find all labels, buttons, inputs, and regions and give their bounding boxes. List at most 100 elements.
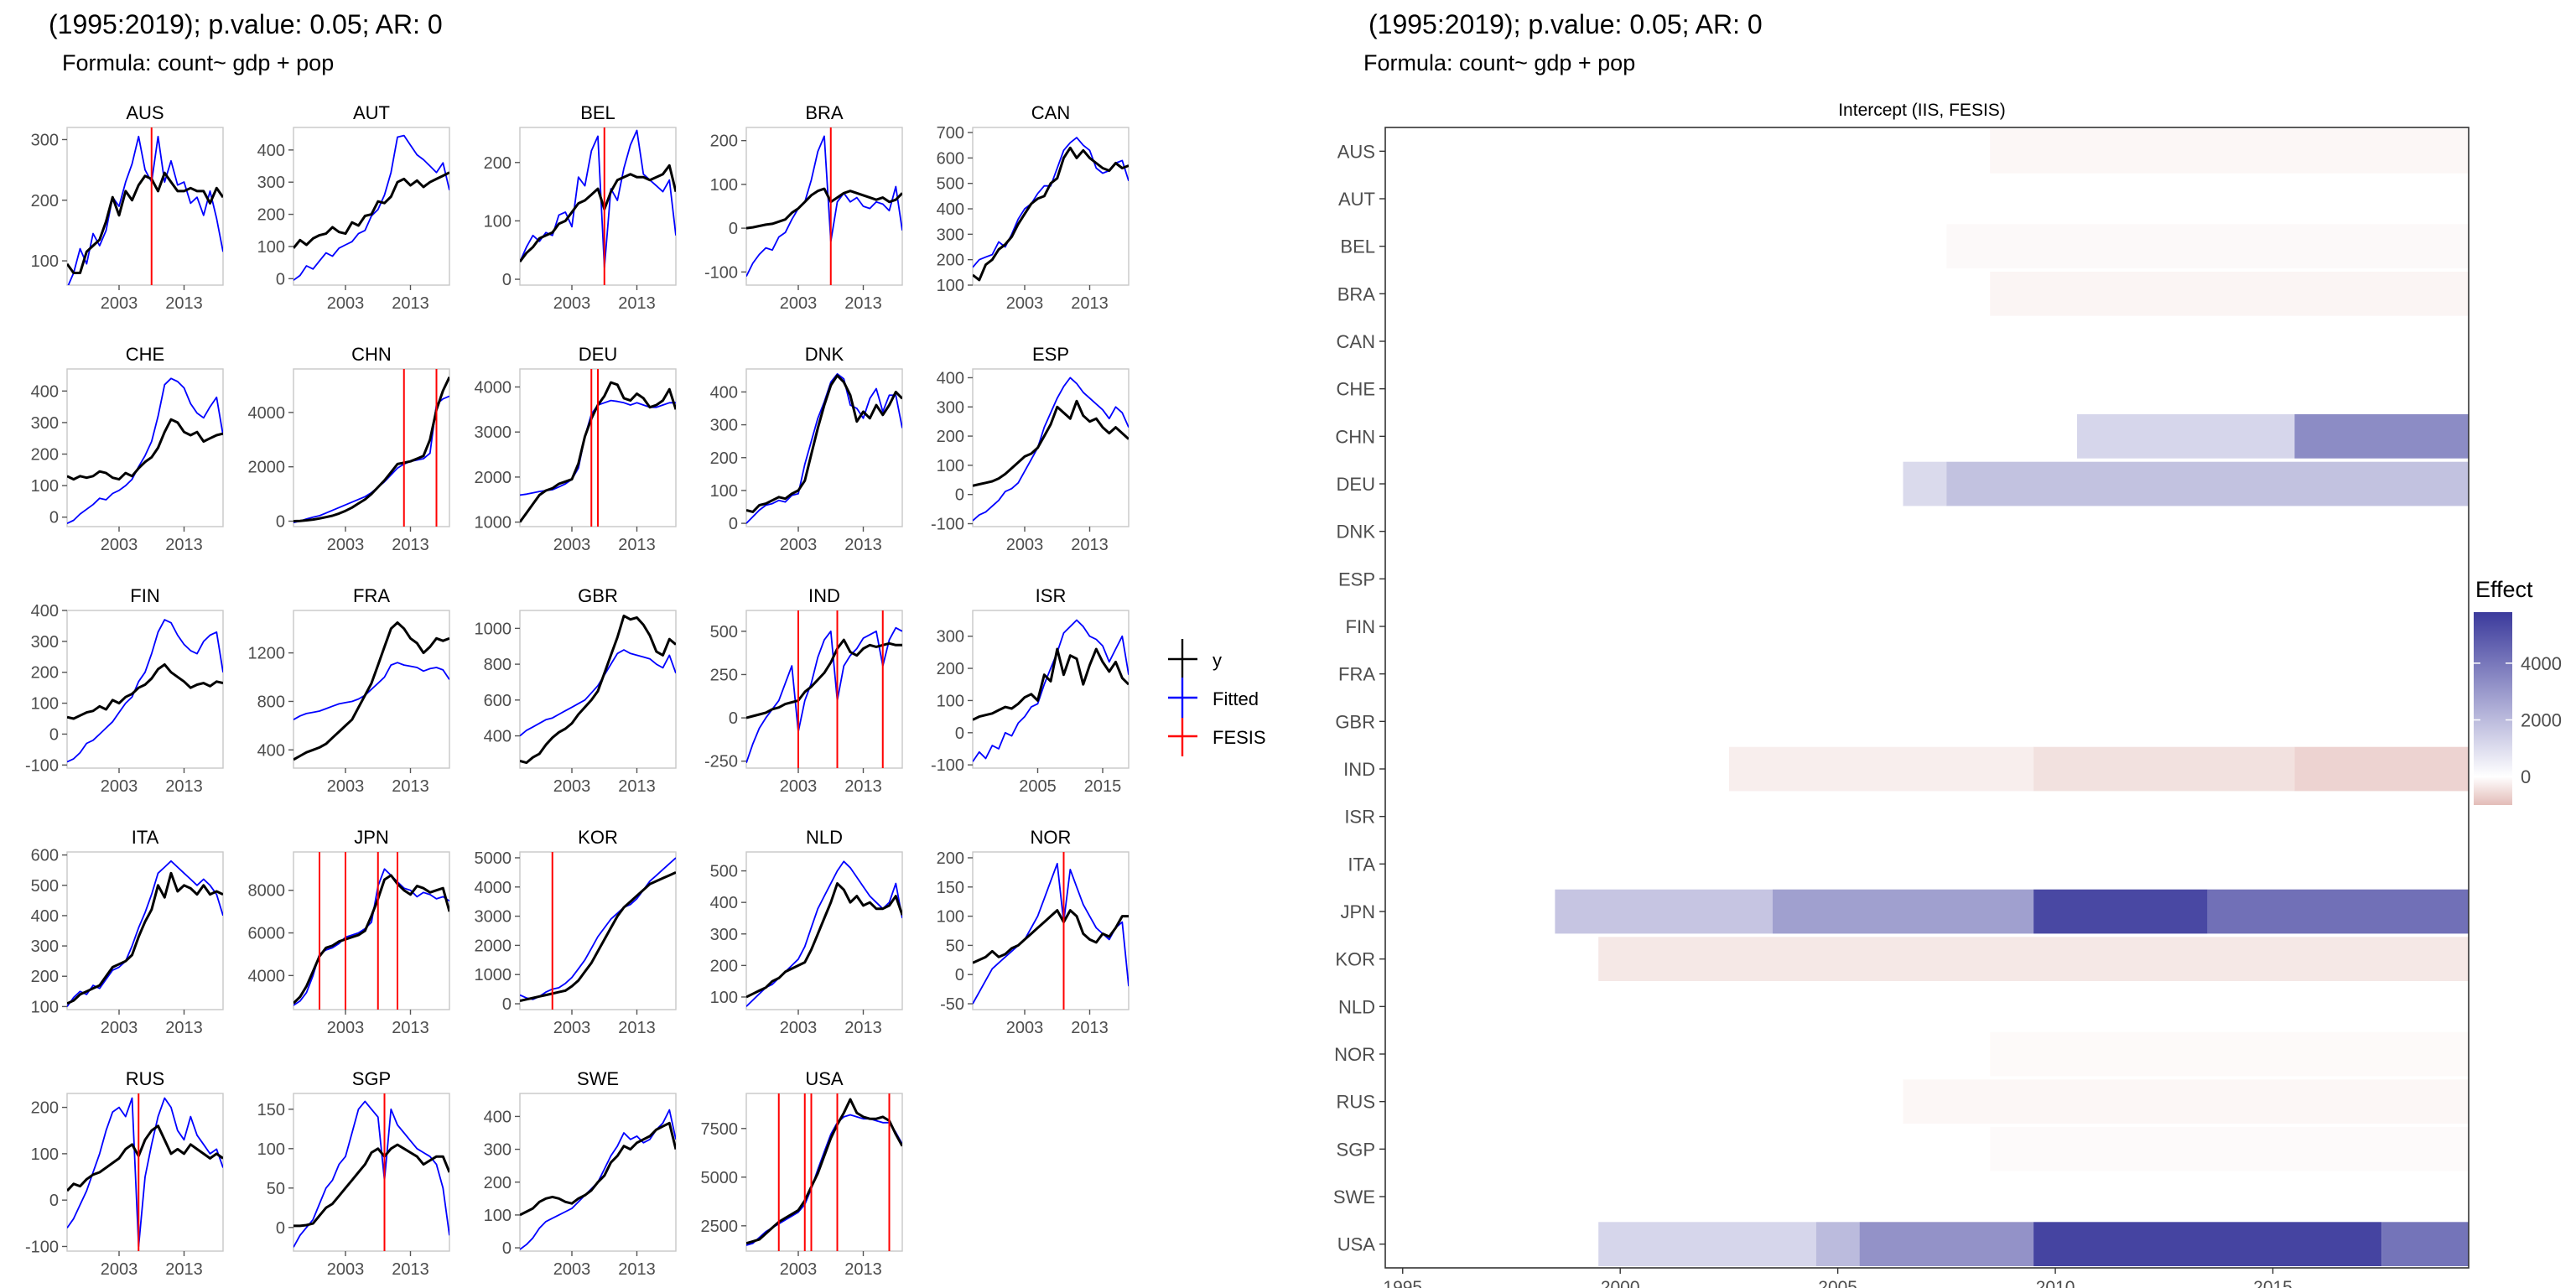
x-tick-label: 2003 — [1006, 1019, 1044, 1037]
heatmap-cell-chn — [2294, 414, 2469, 459]
heatmap-cell-deu — [1903, 462, 1947, 506]
x-tick-label: 2013 — [165, 536, 203, 554]
y-tick-label: -50 — [940, 995, 964, 1014]
panel-aut: AUT010020030040020032013 — [257, 102, 449, 313]
country-label: IND — [1343, 759, 1375, 780]
y-tick-label: 250 — [710, 666, 738, 684]
y-tick-label: 0 — [49, 1192, 59, 1210]
panel-frame — [67, 1093, 223, 1251]
x-tick-label: 2015 — [1084, 777, 1122, 796]
y-tick-label: 600 — [31, 847, 59, 865]
x-tick-label: 2003 — [553, 1260, 591, 1279]
heatmap-cell-sgp — [1990, 1127, 2469, 1171]
y-tick-label: 100 — [31, 998, 59, 1016]
y-tick-label: 400 — [31, 907, 59, 926]
x-tick-label: 2013 — [618, 1019, 656, 1037]
y-tick-label: 100 — [31, 1145, 59, 1164]
y-tick-label: 200 — [31, 446, 59, 465]
x-tick-label: 2013 — [844, 777, 882, 796]
y-tick-label: 0 — [502, 995, 512, 1014]
y-tick-label: 700 — [937, 124, 964, 143]
x-tick-label: 2003 — [101, 1260, 138, 1279]
country-label: ITA — [1348, 854, 1375, 875]
panel-title: ITA — [132, 827, 159, 848]
y-tick-label: 600 — [484, 692, 512, 710]
panel-title: BEL — [580, 102, 615, 123]
panel-frame — [973, 127, 1129, 285]
y-tick-label: 0 — [955, 724, 964, 743]
heatmap-cell-usa — [1816, 1222, 1860, 1266]
y-tick-label: 100 — [257, 1140, 285, 1159]
panel-title: JPN — [354, 827, 389, 848]
panel-title: FRA — [353, 585, 390, 606]
heatmap-cell-deu — [1946, 462, 2469, 506]
heatmap-cell-usa — [1598, 1222, 1815, 1266]
y-tick-label: 100 — [937, 277, 964, 295]
y-tick-label: 0 — [729, 709, 738, 728]
y-tick-label: 200 — [257, 206, 285, 225]
y-tick-label: 0 — [955, 966, 964, 984]
panel-title: CHE — [126, 344, 164, 365]
panel-ita: ITA10020030040050060020032013 — [31, 827, 223, 1037]
y-tick-label: 200 — [937, 428, 964, 446]
panel-deu: DEU100020003000400020032013 — [475, 344, 677, 554]
heatmap-cell-bel — [1946, 224, 2469, 268]
x-tick-label: 2013 — [392, 536, 429, 554]
y-tick-label: 100 — [31, 252, 59, 271]
y-tick-label: 300 — [484, 1141, 512, 1160]
panel-nld: NLD10020030040050020032013 — [710, 827, 902, 1037]
effect-tick-label: 0 — [2521, 766, 2531, 787]
y-tick-label: 300 — [937, 226, 964, 244]
x-tick-label: 2013 — [392, 777, 429, 796]
year-tick-label: 2000 — [1601, 1278, 1640, 1288]
y-tick-label: 0 — [729, 220, 738, 238]
small-multiples-grid: AUS10020030020032013AUT01002003004002003… — [25, 102, 1129, 1279]
panel-title: DEU — [579, 344, 617, 365]
panel-title: NOR — [1031, 827, 1072, 848]
panel-bra: BRA-100010020020032013 — [704, 102, 902, 313]
panel-title: RUS — [126, 1068, 164, 1089]
country-label: FRA — [1338, 664, 1375, 685]
y-tick-label: 50 — [946, 937, 964, 955]
y-tick-label: 400 — [484, 728, 512, 746]
y-tick-label: 0 — [502, 1239, 512, 1258]
x-tick-label: 2003 — [327, 536, 365, 554]
panel-title: DNK — [805, 344, 844, 365]
x-tick-label: 2003 — [327, 1260, 365, 1279]
y-tick-label: 200 — [31, 968, 59, 986]
x-tick-label: 2013 — [618, 536, 656, 554]
panel-title: BRA — [805, 102, 844, 123]
y-tick-label: 2000 — [248, 459, 286, 477]
y-tick-label: 200 — [31, 664, 59, 683]
y-tick-label: 400 — [484, 1108, 512, 1126]
country-label: SWE — [1333, 1187, 1375, 1208]
x-tick-label: 2013 — [1071, 1019, 1109, 1037]
y-tick-label: 50 — [267, 1180, 285, 1198]
heatmap-cell-nor — [1990, 1032, 2469, 1077]
y-tick-label: 400 — [710, 894, 738, 912]
heatmap-cell-rus — [1903, 1079, 2470, 1124]
panel-ind: IND-250025050020032013 — [704, 585, 902, 796]
y-tick-label: 100 — [31, 695, 59, 714]
x-tick-label: 2005 — [1019, 777, 1057, 796]
x-tick-label: 2013 — [1071, 294, 1109, 313]
panel-esp: ESP-100010020030040020032013 — [931, 344, 1129, 554]
y-tick-label: 400 — [937, 369, 964, 387]
y-tick-label: 4000 — [248, 967, 286, 985]
x-tick-label: 2003 — [327, 1019, 365, 1037]
x-tick-label: 2003 — [553, 536, 591, 554]
year-tick-label: 2015 — [2253, 1278, 2293, 1288]
country-label: SGP — [1337, 1139, 1375, 1160]
heatmap-cell-aus — [1990, 129, 2469, 174]
panel-dnk: DNK010020030040020032013 — [710, 344, 902, 554]
y-tick-label: 100 — [484, 212, 512, 231]
x-tick-label: 2013 — [165, 777, 203, 796]
y-tick-label: -100 — [25, 756, 59, 775]
x-tick-label: 2013 — [1071, 536, 1109, 554]
x-tick-label: 2013 — [165, 294, 203, 313]
x-tick-label: 2003 — [101, 1019, 138, 1037]
country-label: FIN — [1346, 616, 1375, 637]
x-tick-label: 2003 — [101, 777, 138, 796]
x-tick-label: 2013 — [844, 536, 882, 554]
y-tick-label: 200 — [31, 1099, 59, 1118]
